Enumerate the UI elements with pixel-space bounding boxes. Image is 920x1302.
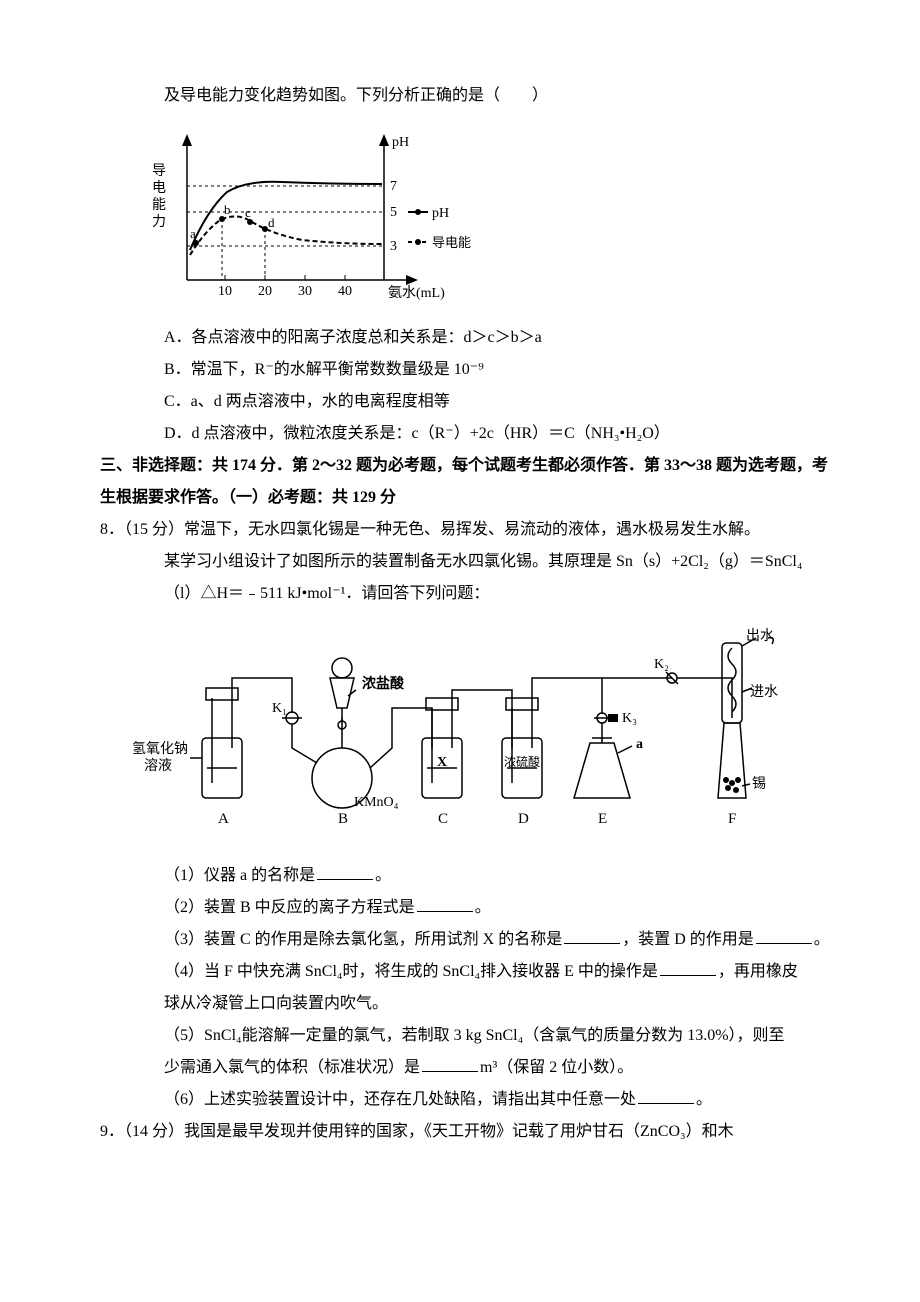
axis-label-left-4: 力 [152,214,166,230]
q8-sub3-b: ，装置 D 的作用是 [622,931,754,948]
xtick-20: 20 [258,284,272,299]
q8-sub6: （6）上述实验装置设计中，还存在几处缺陷，请指出其中任意一处 。 [164,1084,840,1116]
q8-stem-2: 某学习小组设计了如图所示的装置制备无水四氯化锡。其原理是 Sn（s）+2Cl₂（… [164,546,840,578]
q8-sub5-c: m³（保留 2 位小数）。 [480,1059,633,1076]
q7-option-b: B．常温下，R⁻的水解平衡常数数量级是 10⁻⁹ [164,354,840,386]
q8-sub1: （1）仪器 a 的名称是 。 [164,860,840,892]
label-naoh-1: 氢氧化钠 [132,741,188,757]
q8-sub5a: （5）SnCl₄能溶解一定量的氯气，若制取 3 kg SnCl₄（含氯气的质量分… [164,1020,840,1052]
xtick-30: 30 [298,284,312,299]
q7-option-a: A．各点溶液中的阳离子浓度总和关系是：d＞c＞b＞a [164,322,840,354]
bottom-F: F [728,811,736,827]
q8-sub1-a: （1）仪器 a 的名称是 [164,867,315,884]
q8-sub4-b: ，再用橡皮 [718,963,798,980]
q7-chart: 导 电 能 力 pH 7 5 3 pH 导电能力 10 20 30 [132,120,840,310]
blank-6[interactable] [638,1087,694,1104]
blank-5[interactable] [422,1055,478,1072]
q8-sub3: （3）装置 C 的作用是除去氯化氢，所用试剂 X 的名称是 ，装置 D 的作用是 。 [164,924,840,956]
q8-sub5: 少需通入氯气的体积（标准状况）是 m³（保留 2 位小数）。 [164,1052,840,1084]
q8-sub5-b: 少需通入氯气的体积（标准状况）是 [164,1059,420,1076]
pt-a: a [190,226,196,241]
ytick-7: 7 [390,179,397,194]
label-x: X [437,755,447,770]
axis-label-left-2: 电 [152,180,166,196]
label-k2: K₂ [654,657,669,672]
blank-2[interactable] [417,895,473,912]
axis-label-left-3: 能 [152,197,166,213]
q7-option-c: C．a、d 两点溶液中，水的电离程度相等 [164,386,840,418]
chart-svg: 导 电 能 力 pH 7 5 3 pH 导电能力 10 20 30 [132,120,472,310]
blank-3b[interactable] [756,927,812,944]
q8-sub2: （2）装置 B 中反应的离子方程式是 。 [164,892,840,924]
q7-stem-tail: 及导电能力变化趋势如图。下列分析正确的是（ ） [164,80,840,112]
axis-label-x: 氨水(mL) [388,285,445,301]
q8-sub4c: 球从冷凝管上口向装置内吹气。 [164,988,840,1020]
q8-sub4: （4）当 F 中快充满 SnCl₄时，将生成的 SnCl₄排入接收器 E 中的操… [164,956,840,988]
q8-apparatus: 氢氧化钠 溶液 K₁ 浓盐酸 KMnO₄ [132,618,840,848]
pt-c: c [245,205,251,220]
axis-label-left-1: 导 [152,164,166,179]
ytick-3: 3 [390,239,397,254]
q8-sub6-b: 。 [696,1091,712,1108]
blank-1[interactable] [317,863,373,880]
label-kmno4: KMnO₄ [354,795,399,810]
pt-d: d [268,215,275,230]
label-tin: 锡 [752,776,766,792]
pt-b: b [224,202,231,217]
legend-cond: 导电能力 [432,235,472,250]
label-h2so4: 浓硫酸 [504,754,540,769]
legend-ph: pH [432,206,449,221]
bottom-D: D [518,811,529,827]
label-k1: K₁ [272,701,287,716]
q8-sub3-a: （3）装置 C 的作用是除去氯化氢，所用试剂 X 的名称是 [164,931,562,948]
label-naoh-2: 溶液 [144,758,172,774]
section-3-heading: 三、非选择题：共 174 分．第 2～32 题为必考题，每个试题考生都必须作答．… [100,450,840,514]
q7-option-d: D．d 点溶液中，微粒浓度关系是：c（R⁻）+2c（HR）＝C（NH₃•H₂O） [164,418,840,450]
q8-sub2-a: （2）装置 B 中反应的离子方程式是 [164,899,415,916]
bottom-C: C [438,811,448,827]
xtick-40: 40 [338,284,352,299]
q8-stem-3: （l）△H＝﹣511 kJ•mol⁻¹．请回答下列问题： [164,578,840,610]
label-hcl: 浓盐酸 [362,675,405,692]
axis-label-right: pH [392,135,409,150]
q8-stem-1: 8．（15 分）常温下，无水四氯化锡是一种无色、易挥发、易流动的液体，遇水极易发… [100,514,840,546]
q8-sub6-a: （6）上述实验装置设计中，还存在几处缺陷，请指出其中任意一处 [164,1091,636,1108]
blank-3a[interactable] [564,927,620,944]
q8-sub4-a: （4）当 F 中快充满 SnCl₄时，将生成的 SnCl₄排入接收器 E 中的操… [164,963,658,980]
label-a-ptr: a [636,737,643,752]
label-k3: K₃ [622,711,637,726]
apparatus-svg: 氢氧化钠 溶液 K₁ 浓盐酸 KMnO₄ [132,618,832,848]
q8-sub1-b: 。 [375,867,391,884]
bottom-E: E [598,811,607,827]
xtick-10: 10 [218,284,232,299]
q9-stem: 9．（14 分）我国是最早发现并使用锌的国家，《天工开物》记载了用炉甘石（ZnC… [100,1116,840,1148]
q8-sub3-c: 。 [814,931,830,948]
ytick-5: 5 [390,205,397,220]
blank-4[interactable] [660,959,716,976]
bottom-B: B [338,811,348,827]
bottom-A: A [218,811,229,827]
label-water-in: 进水 [750,684,778,700]
q8-sub2-b: 。 [475,899,491,916]
